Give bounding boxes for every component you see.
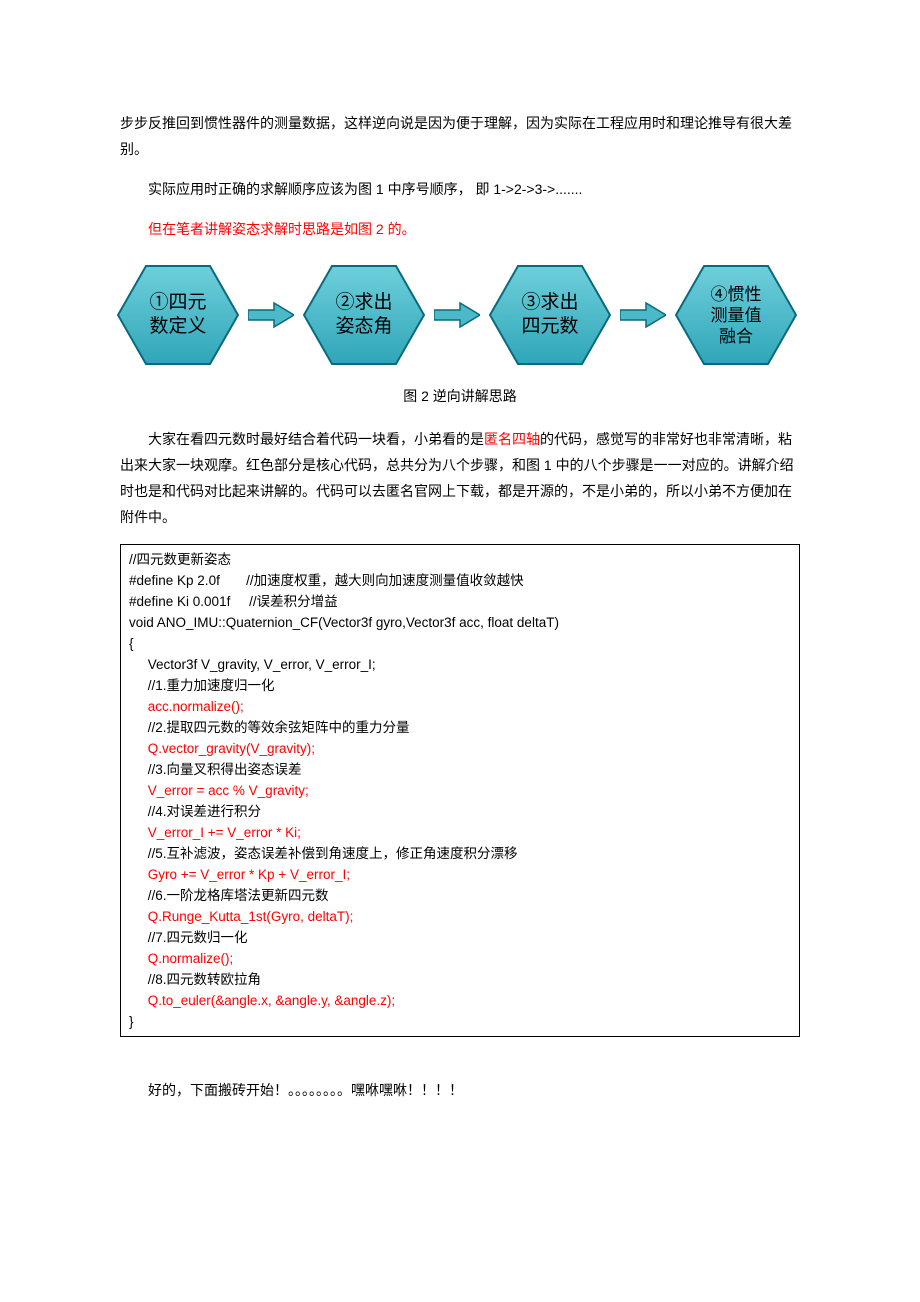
flow-arrow-3	[620, 301, 666, 329]
p4-part-a: 大家在看四元数时最好结合着代码一块看，小弟看的是	[148, 431, 484, 447]
paragraph-2: 实际应用时正确的求解顺序应该为图 1 中序号顺序， 即 1->2->3->...…	[120, 176, 800, 202]
paragraph-3-red: 但在笔者讲解姿态求解时思路是如图 2 的。	[120, 216, 800, 242]
arrow-right-icon	[620, 301, 666, 329]
flow-node-2: ②求出 姿态角	[300, 260, 428, 370]
code-line: Vector3f V_gravity, V_error, V_error_I;	[129, 654, 791, 675]
code-line: }	[129, 1011, 791, 1032]
paragraph-4: 大家在看四元数时最好结合着代码一块看，小弟看的是匿名四轴的代码，感觉写的非常好也…	[120, 426, 800, 530]
flow-node-3-label: ③求出 四元数	[486, 260, 614, 370]
code-line: acc.normalize();	[129, 696, 791, 717]
code-line: //3.向量叉积得出姿态误差	[129, 759, 791, 780]
flow-node-3: ③求出 四元数	[486, 260, 614, 370]
code-line: V_error_I += V_error * Ki;	[129, 822, 791, 843]
flow-node-2-label: ②求出 姿态角	[300, 260, 428, 370]
code-line: //2.提取四元数的等效余弦矩阵中的重力分量	[129, 717, 791, 738]
flowchart: ①四元 数定义 ②求出 姿态角 ③求出 四元数	[114, 260, 800, 370]
flow-node-1-label: ①四元 数定义	[114, 260, 242, 370]
code-line: //8.四元数转欧拉角	[129, 969, 791, 990]
code-line: Q.Runge_Kutta_1st(Gyro, deltaT);	[129, 906, 791, 927]
code-line: {	[129, 633, 791, 654]
flow-node-4: ④惯性 测量值 融合	[672, 260, 800, 370]
paragraph-5: 好的，下面搬砖开始！。。。。。。。。嘿咻嘿咻！！！！	[120, 1077, 800, 1103]
code-line: void ANO_IMU::Quaternion_CF(Vector3f gyr…	[129, 612, 791, 633]
paragraph-1: 步步反推回到惯性器件的测量数据，这样逆向说是因为便于理解，因为实际在工程应用时和…	[120, 110, 800, 162]
code-line: V_error = acc % V_gravity;	[129, 780, 791, 801]
flow-node-4-label: ④惯性 测量值 融合	[672, 260, 800, 370]
flow-arrow-2	[434, 301, 480, 329]
code-line: Q.to_euler(&angle.x, &angle.y, &angle.z)…	[129, 990, 791, 1011]
flow-node-1: ①四元 数定义	[114, 260, 242, 370]
arrow-right-icon	[248, 301, 294, 329]
code-line: Q.normalize();	[129, 948, 791, 969]
code-line: //6.一阶龙格库塔法更新四元数	[129, 885, 791, 906]
code-line: //4.对误差进行积分	[129, 801, 791, 822]
figure-caption: 图 2 逆向讲解思路	[120, 386, 800, 406]
code-line: #define Kp 2.0f //加速度权重，越大则向加速度测量值收敛越快	[129, 570, 791, 591]
arrow-right-icon	[434, 301, 480, 329]
code-line: #define Ki 0.001f //误差积分增益	[129, 591, 791, 612]
code-line: //5.互补滤波，姿态误差补偿到角速度上，修正角速度积分漂移	[129, 843, 791, 864]
code-block: //四元数更新姿态#define Kp 2.0f //加速度权重，越大则向加速度…	[120, 544, 800, 1037]
p4-red: 匿名四轴	[484, 431, 540, 447]
code-line: //四元数更新姿态	[129, 549, 791, 570]
code-line: //1.重力加速度归一化	[129, 675, 791, 696]
code-line: Q.vector_gravity(V_gravity);	[129, 738, 791, 759]
document-page: 步步反推回到惯性器件的测量数据，这样逆向说是因为便于理解，因为实际在工程应用时和…	[0, 0, 920, 1302]
flow-arrow-1	[248, 301, 294, 329]
code-line: //7.四元数归一化	[129, 927, 791, 948]
code-line: Gyro += V_error * Kp + V_error_I;	[129, 864, 791, 885]
